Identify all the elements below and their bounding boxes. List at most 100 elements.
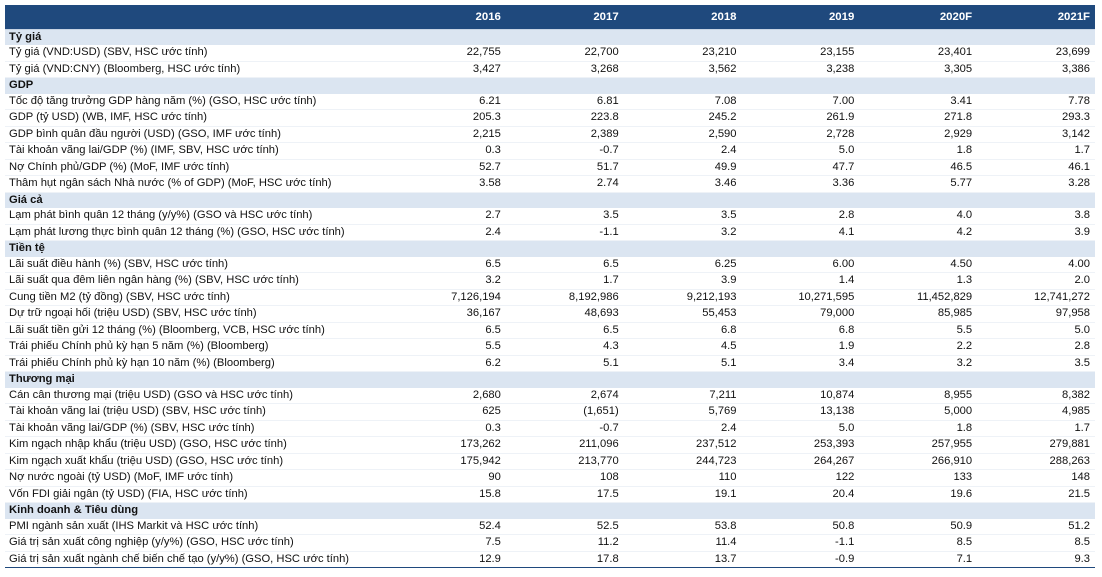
value-cell: 3.2 xyxy=(859,355,978,372)
value-cell: 6.2 xyxy=(388,355,506,372)
value-cell: 7.78 xyxy=(977,93,1095,110)
value-cell: 2,728 xyxy=(741,126,860,143)
table-row: Lãi suất điều hành (%) (SBV, HSC ước tín… xyxy=(5,256,1095,273)
value-cell: 17.5 xyxy=(505,486,624,503)
section-title: Thương mại xyxy=(5,371,1095,388)
value-cell: 36,167 xyxy=(388,305,506,323)
value-cell: 288,263 xyxy=(977,453,1095,470)
row-label: Tài khoản vãng lai/GDP (%) (SBV, HSC ước… xyxy=(5,420,389,437)
value-cell: 2.4 xyxy=(623,142,742,160)
row-label: Tỷ giá (VND:CNY) (Bloomberg, HSC ước tín… xyxy=(5,61,389,78)
value-cell: 1.9 xyxy=(741,338,860,356)
value-cell: 12.9 xyxy=(388,551,506,568)
value-cell: 47.7 xyxy=(741,159,860,176)
section-header-row: Thương mại xyxy=(5,371,1095,388)
table-row: Lạm phát lương thực bình quân 12 tháng (… xyxy=(5,224,1095,241)
table-row: Lãi suất tiền gửi 12 tháng (%) (Bloomber… xyxy=(5,322,1095,339)
value-cell: -0.7 xyxy=(505,142,624,160)
value-cell: 244,723 xyxy=(623,453,742,470)
value-cell: 173,262 xyxy=(388,436,506,454)
value-cell: 3.8 xyxy=(977,208,1095,225)
row-label: Kim ngạch nhập khẩu (triệu USD) (GSO, HS… xyxy=(5,436,389,454)
row-label: Lãi suất qua đêm liên ngân hàng (%) (SBV… xyxy=(5,272,389,290)
value-cell: 17.8 xyxy=(505,551,624,568)
row-label: Cán cân thương mại (triệu USD) (GSO và H… xyxy=(5,387,389,404)
header-year: 2017 xyxy=(593,10,619,23)
table-row: Tài khoản vãng lai/GDP (%) (SBV, HSC ước… xyxy=(5,420,1095,437)
value-cell: 1.4 xyxy=(741,272,860,290)
value-cell: 6.21 xyxy=(388,93,506,110)
table-row: Trái phiếu Chính phủ kỳ hạn 5 năm (%) (B… xyxy=(5,338,1095,356)
table-row: Tỷ giá (VND:CNY) (Bloomberg, HSC ước tín… xyxy=(5,61,1095,78)
table-row: Cung tiền M2 (tỷ đồng) (SBV, HSC ước tín… xyxy=(5,289,1095,306)
row-label: Lạm phát bình quân 12 tháng (y/y%) (GSO … xyxy=(5,208,389,225)
value-cell: 261.9 xyxy=(741,109,860,127)
value-cell: 3,562 xyxy=(623,61,742,78)
header-row: 2016 2017 2018 2019 2020F 2021F xyxy=(5,5,1095,29)
value-cell: 5.1 xyxy=(505,355,624,372)
value-cell: 46.5 xyxy=(859,159,978,176)
value-cell: 8,382 xyxy=(977,387,1095,404)
value-cell: 1.8 xyxy=(859,142,978,160)
row-label: Trái phiếu Chính phủ kỳ hạn 10 năm (%) (… xyxy=(5,355,389,372)
section-title: Tỷ giá xyxy=(5,28,1095,45)
value-cell: 8.5 xyxy=(977,534,1095,552)
section-header-row: Kinh doanh & Tiêu dùng xyxy=(5,502,1095,519)
row-label: Tốc độ tăng trưởng GDP hàng năm (%) (GSO… xyxy=(5,93,389,110)
value-cell: 55,453 xyxy=(623,305,742,323)
value-cell: 148 xyxy=(977,469,1095,487)
value-cell: 8,192,986 xyxy=(505,289,624,306)
value-cell: 7.00 xyxy=(741,93,860,110)
table-row: Cán cân thương mại (triệu USD) (GSO và H… xyxy=(5,387,1095,404)
value-cell: 271.8 xyxy=(859,109,978,127)
value-cell: 50.9 xyxy=(859,518,978,535)
table-row: Giá trị sản xuất ngành chế biến chế tạo … xyxy=(5,551,1095,568)
row-label: Cung tiền M2 (tỷ đồng) (SBV, HSC ước tín… xyxy=(5,289,389,306)
value-cell: 2.4 xyxy=(623,420,742,437)
header-year: 2021F xyxy=(1057,10,1090,23)
table-row: Tỷ giá (VND:USD) (SBV, HSC ước tính) 22,7… xyxy=(5,45,1095,62)
value-cell: 0.3 xyxy=(388,142,506,160)
value-cell: 22,700 xyxy=(505,45,624,62)
value-cell: 5.1 xyxy=(623,355,742,372)
value-cell: 223.8 xyxy=(505,109,624,127)
value-cell: 4,985 xyxy=(977,403,1095,421)
section-header-row: Tiền tệ xyxy=(5,240,1095,257)
value-cell: 2,680 xyxy=(388,387,506,404)
value-cell: 5.5 xyxy=(859,322,978,339)
value-cell: 7,126,194 xyxy=(388,289,506,306)
table-row: Vốn FDI giải ngân (tỷ USD) (FIA, HSC ước… xyxy=(5,486,1095,503)
value-cell: 264,267 xyxy=(741,453,860,470)
value-cell: 51.7 xyxy=(505,159,624,176)
value-cell: 22,755 xyxy=(388,45,506,62)
value-cell: 53.8 xyxy=(623,518,742,535)
row-label: Tài khoản vãng lai (triệu USD) (SBV, HSC… xyxy=(5,403,389,421)
value-cell: 8,955 xyxy=(859,387,978,404)
value-cell: 3.5 xyxy=(505,208,624,225)
value-cell: 257,955 xyxy=(859,436,978,454)
table-row: Kim ngạch nhập khẩu (triệu USD) (GSO, HS… xyxy=(5,436,1095,454)
row-label: Lãi suất tiền gửi 12 tháng (%) (Bloomber… xyxy=(5,322,389,339)
value-cell: 3.5 xyxy=(977,355,1095,372)
value-cell: 15.8 xyxy=(388,486,506,503)
value-cell: 11.4 xyxy=(623,534,742,552)
value-cell: 237,512 xyxy=(623,436,742,454)
table-row: Tài khoản vãng lai (triệu USD) (SBV, HSC… xyxy=(5,403,1095,421)
value-cell: 175,942 xyxy=(388,453,506,470)
header-year: 2019 xyxy=(828,10,855,23)
value-cell: 19.1 xyxy=(623,486,742,503)
value-cell: 2,674 xyxy=(505,387,624,404)
row-label: GDP bình quân đầu người (USD) (GSO, IMF … xyxy=(5,126,389,143)
section-header-row: Tỷ giá xyxy=(5,28,1095,45)
value-cell: 3.2 xyxy=(388,272,506,290)
value-cell: 2.2 xyxy=(859,338,978,356)
row-label: Nợ Chính phủ/GDP (%) (MoF, IMF ước tính) xyxy=(5,159,389,176)
value-cell: 2.74 xyxy=(505,175,624,193)
value-cell: -1.1 xyxy=(741,534,860,552)
value-cell: 46.1 xyxy=(977,159,1095,176)
value-cell: 49.9 xyxy=(623,159,742,176)
row-label: Lãi suất điều hành (%) (SBV, HSC ước tín… xyxy=(5,256,389,273)
value-cell: 2.7 xyxy=(388,208,506,225)
value-cell: 6.5 xyxy=(388,256,506,273)
value-cell: 1.7 xyxy=(977,142,1095,160)
